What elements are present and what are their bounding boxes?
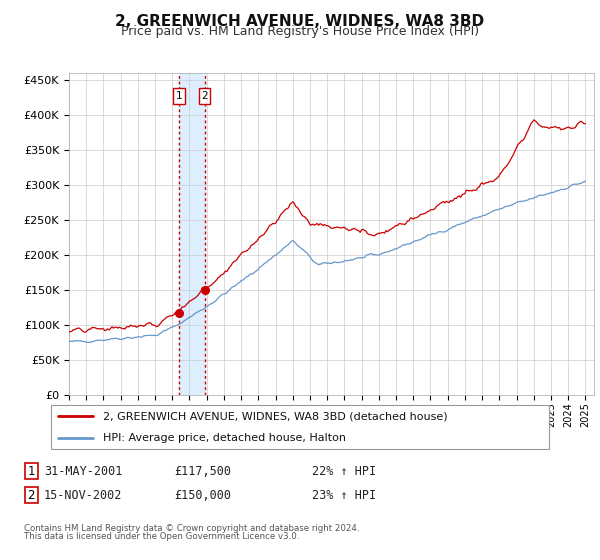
- Text: £150,000: £150,000: [174, 489, 231, 502]
- Text: 31-MAY-2001: 31-MAY-2001: [44, 465, 122, 478]
- FancyBboxPatch shape: [25, 463, 38, 479]
- Text: 2: 2: [28, 489, 35, 502]
- Text: 22% ↑ HPI: 22% ↑ HPI: [312, 465, 376, 478]
- Text: 1: 1: [28, 465, 35, 478]
- Text: 2: 2: [201, 91, 208, 101]
- Text: 23% ↑ HPI: 23% ↑ HPI: [312, 489, 376, 502]
- Text: HPI: Average price, detached house, Halton: HPI: Average price, detached house, Halt…: [103, 433, 346, 443]
- Text: 2, GREENWICH AVENUE, WIDNES, WA8 3BD (detached house): 2, GREENWICH AVENUE, WIDNES, WA8 3BD (de…: [103, 411, 448, 421]
- Text: 2, GREENWICH AVENUE, WIDNES, WA8 3BD: 2, GREENWICH AVENUE, WIDNES, WA8 3BD: [115, 14, 485, 29]
- Text: Contains HM Land Registry data © Crown copyright and database right 2024.: Contains HM Land Registry data © Crown c…: [24, 524, 359, 533]
- Text: This data is licensed under the Open Government Licence v3.0.: This data is licensed under the Open Gov…: [24, 532, 299, 542]
- Text: 1: 1: [176, 91, 183, 101]
- FancyBboxPatch shape: [25, 487, 38, 503]
- Text: Price paid vs. HM Land Registry's House Price Index (HPI): Price paid vs. HM Land Registry's House …: [121, 25, 479, 38]
- Bar: [179, 73, 205, 395]
- Text: £117,500: £117,500: [174, 465, 231, 478]
- Text: 15-NOV-2002: 15-NOV-2002: [44, 489, 122, 502]
- FancyBboxPatch shape: [50, 405, 550, 449]
